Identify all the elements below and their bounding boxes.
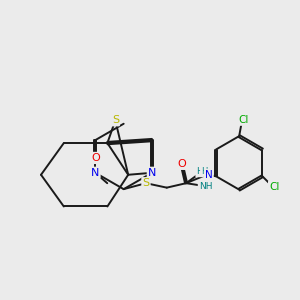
Text: O: O <box>91 153 100 163</box>
Text: H: H <box>201 167 207 176</box>
Text: N: N <box>148 168 156 178</box>
Text: N: N <box>91 168 100 178</box>
Text: Cl: Cl <box>238 115 249 125</box>
Text: O: O <box>177 159 186 169</box>
Text: N: N <box>205 170 213 180</box>
Text: S: S <box>142 178 149 188</box>
Text: S: S <box>112 115 119 125</box>
Text: Cl: Cl <box>269 182 279 192</box>
Text: H: H <box>196 167 203 176</box>
Text: NH: NH <box>199 182 212 191</box>
